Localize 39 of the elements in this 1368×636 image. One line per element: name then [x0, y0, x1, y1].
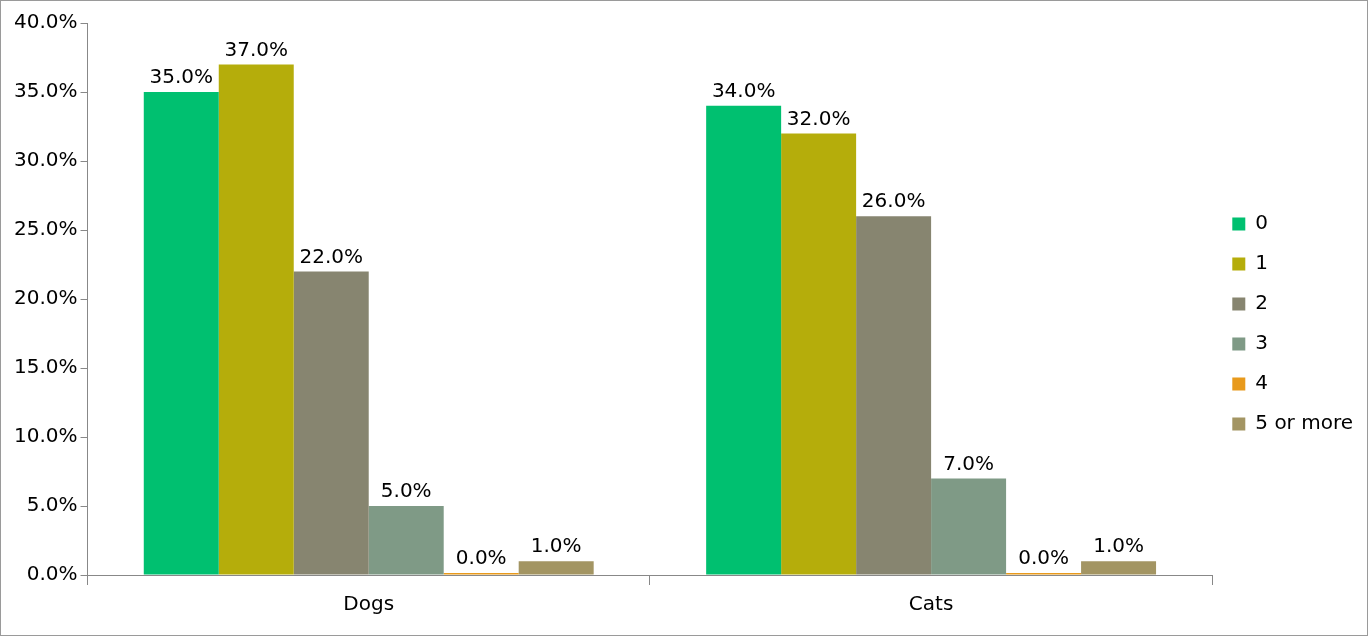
- data-label: 1.0%: [1093, 533, 1144, 558]
- bar: [706, 105, 782, 575]
- legend-label: 1: [1255, 250, 1269, 275]
- legend-label: 2: [1255, 290, 1269, 315]
- x-tick-label: Dogs: [343, 591, 395, 616]
- x-tick-label: Cats: [908, 591, 954, 616]
- legend-label: 4: [1255, 370, 1269, 395]
- legend-label: 3: [1255, 330, 1269, 355]
- y-tick-label: 40.0%: [13, 9, 78, 34]
- bar: [218, 64, 294, 575]
- legend-label: 0: [1255, 210, 1269, 235]
- data-label: 7.0%: [943, 450, 994, 475]
- y-tick-label: 0.0%: [26, 561, 78, 586]
- data-label: 1.0%: [530, 533, 582, 558]
- bar: [1081, 561, 1157, 575]
- data-label: 0.0%: [455, 545, 507, 570]
- y-tick-label: 10.0%: [13, 423, 78, 448]
- legend-label: 5 or more: [1255, 410, 1354, 435]
- data-label: 32.0%: [786, 105, 851, 130]
- bar: [781, 133, 857, 575]
- bar: [293, 271, 369, 575]
- y-tick-label: 25.0%: [13, 216, 78, 241]
- data-label: 22.0%: [299, 243, 364, 268]
- bar: [518, 561, 594, 575]
- data-label: 26.0%: [861, 188, 926, 213]
- data-label: 34.0%: [711, 78, 776, 102]
- data-label: 35.0%: [149, 64, 214, 89]
- bar: [856, 216, 932, 575]
- y-tick-label: 15.0%: [13, 354, 78, 379]
- data-label: 37.0%: [224, 36, 289, 61]
- data-label: 0.0%: [1018, 545, 1069, 570]
- bar: [368, 506, 444, 575]
- y-tick-label: 5.0%: [26, 492, 78, 517]
- y-tick-label: 20.0%: [13, 285, 78, 310]
- data-label: 5.0%: [380, 478, 432, 503]
- y-tick-label: 30.0%: [13, 147, 78, 172]
- bar: [931, 478, 1007, 575]
- y-tick-label: 35.0%: [13, 78, 78, 103]
- bar: [143, 92, 219, 575]
